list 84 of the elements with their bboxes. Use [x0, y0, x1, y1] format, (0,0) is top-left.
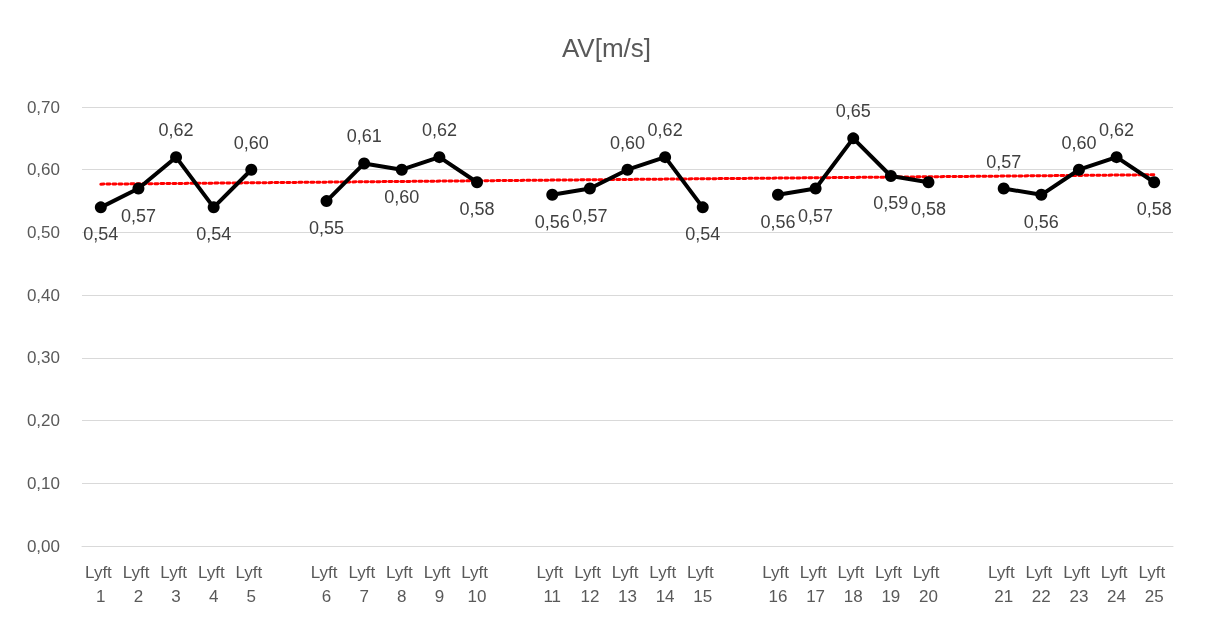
x-tick-label: Lyft 9 — [423, 562, 456, 606]
point — [659, 151, 672, 164]
y-tick-label: 0,20 — [26, 411, 60, 431]
data-label: 0,61 — [346, 126, 382, 147]
x-tick-label: Lyft 24 — [1100, 562, 1133, 606]
point — [1072, 163, 1085, 176]
point — [884, 169, 897, 182]
data-label: 0,54 — [685, 224, 721, 245]
point — [433, 151, 446, 164]
x-tick-label: Lyft 16 — [762, 562, 794, 606]
point — [583, 182, 596, 195]
data-label: 0,65 — [835, 101, 871, 122]
x-tick-label: Lyft 11 — [536, 562, 569, 606]
data-label: 0,57 — [798, 205, 834, 226]
y-tick-label: 0,00 — [26, 536, 60, 556]
point — [207, 201, 220, 214]
point — [245, 163, 258, 176]
x-tick-label: Lyft 14 — [649, 562, 681, 606]
x-tick-label: Lyft 18 — [837, 562, 869, 606]
data-label: 0,62 — [158, 120, 194, 141]
point — [546, 188, 559, 201]
data-label: 0,56 — [760, 211, 796, 232]
x-tick-label: Lyft 13 — [611, 562, 644, 606]
data-label: 0,60 — [384, 186, 420, 207]
point — [997, 182, 1010, 195]
chart-title: AV[m/s] — [561, 33, 652, 63]
data-label: 0,59 — [873, 192, 909, 213]
x-tick-label: Lyft 17 — [799, 562, 832, 606]
point — [1110, 151, 1123, 164]
y-tick-label: 0,30 — [26, 348, 60, 368]
x-tick-label: Lyft 3 — [160, 562, 192, 606]
point — [132, 182, 145, 195]
data-label: 0,57 — [572, 205, 608, 226]
data-label: 0,60 — [609, 132, 646, 153]
x-tick-label: Lyft 22 — [1025, 562, 1058, 606]
point — [847, 132, 860, 145]
x-tick-label: Lyft 15 — [686, 562, 719, 606]
point — [1148, 176, 1161, 189]
data-label: 0,58 — [910, 199, 946, 220]
x-tick-label: Lyft 7 — [348, 562, 380, 606]
x-tick-label: Lyft 19 — [875, 562, 907, 606]
point — [1035, 188, 1048, 201]
x-tick-label: Lyft 1 — [85, 562, 117, 606]
point — [696, 201, 709, 214]
point — [809, 182, 822, 195]
data-label: 0,56 — [1023, 211, 1059, 232]
data-label: 0,54 — [196, 224, 232, 245]
data-label: 0,57 — [986, 151, 1022, 172]
x-tick-label: Lyft 10 — [461, 562, 493, 606]
x-tick-label: Lyft 8 — [386, 562, 418, 606]
point — [94, 201, 107, 214]
y-tick-label: 0,50 — [26, 222, 60, 242]
x-tick-label: Lyft 23 — [1063, 562, 1095, 606]
x-tick-label: Lyft 25 — [1138, 562, 1170, 606]
y-tick-label: 0,70 — [26, 97, 60, 117]
x-tick-label: Lyft 5 — [235, 562, 268, 606]
data-label: 0,62 — [1099, 120, 1135, 141]
data-label: 0,60 — [1061, 132, 1097, 153]
point — [358, 157, 371, 170]
y-tick-label: 0,10 — [26, 473, 60, 493]
data-label: 0,62 — [421, 120, 457, 141]
data-label: 0,58 — [1136, 199, 1172, 220]
point — [471, 176, 484, 189]
data-label: 0,54 — [83, 224, 119, 245]
data-label: 0,58 — [459, 199, 495, 220]
y-tick-label: 0,60 — [26, 160, 60, 180]
point — [922, 176, 935, 189]
x-tick-label: Lyft 12 — [574, 562, 606, 606]
x-tick-label: Lyft 20 — [912, 562, 945, 606]
x-tick-label: Lyft 2 — [122, 562, 155, 606]
y-tick-label: 0,40 — [26, 285, 60, 305]
x-tick-label: Lyft 4 — [197, 562, 230, 606]
x-tick-label: Lyft 6 — [310, 562, 343, 606]
point — [395, 163, 408, 176]
data-label: 0,56 — [534, 211, 570, 232]
point — [772, 188, 784, 201]
point — [621, 163, 634, 176]
data-label: 0,55 — [309, 218, 345, 239]
data-label: 0,62 — [647, 120, 683, 141]
x-tick-label: Lyft 21 — [987, 562, 1020, 606]
point — [320, 195, 333, 208]
data-label: 0,60 — [233, 132, 269, 153]
data-label: 0,57 — [120, 205, 156, 226]
point — [170, 151, 183, 164]
